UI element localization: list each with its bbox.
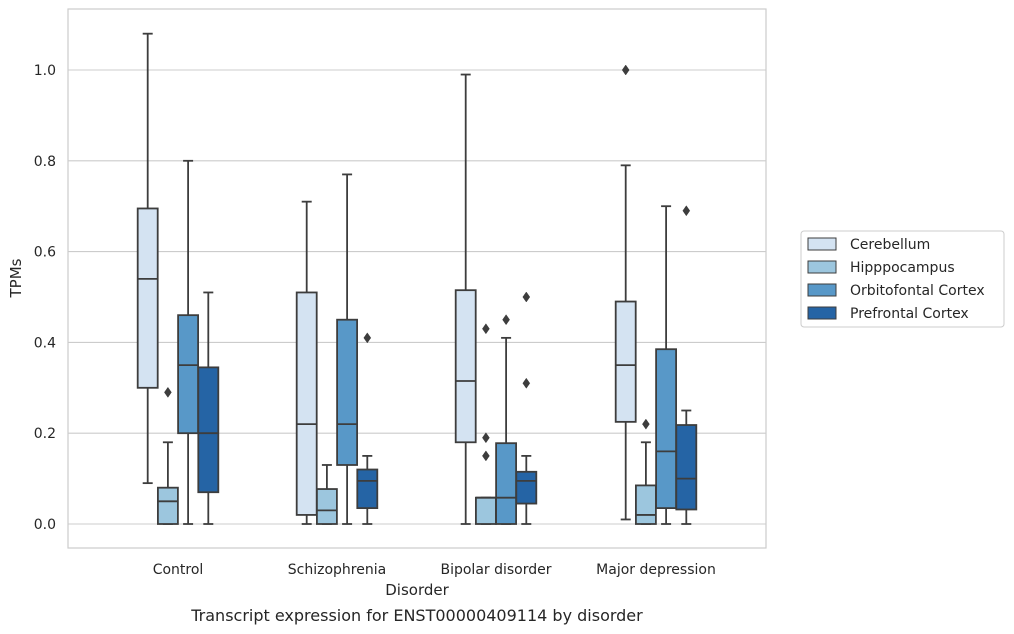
- box-iqr: [655, 348, 677, 510]
- box-prefrontal-cortex: [675, 205, 698, 525]
- y-tick-label: 0.6: [34, 245, 56, 261]
- box-iqr: [356, 468, 379, 510]
- x-tick-labels: Control Schizophrenia Bipolar disorder Majo…: [153, 562, 716, 578]
- box-iqr: [635, 484, 657, 525]
- y-tick-label: 0.4: [34, 335, 56, 351]
- outlier-point: [522, 291, 531, 303]
- legend-swatch: [807, 306, 837, 320]
- box-orbitofontal-cortex: [177, 159, 200, 525]
- box-iqr: [315, 488, 338, 525]
- x-tick-label: Major depression: [596, 562, 716, 578]
- box-cerebellum: [295, 200, 318, 525]
- box-orbitofontal-cortex: [495, 314, 518, 525]
- box-hipppocampus: [315, 464, 338, 525]
- x-tick-label: Bipolar disorder: [440, 562, 551, 578]
- y-tick-label: 1.0: [34, 63, 56, 79]
- x-axis-label: Disorder: [385, 581, 449, 599]
- legend-label: Orbitofontal Cortex: [850, 283, 985, 299]
- y-tick-label: 0.8: [34, 154, 56, 170]
- outlier-point: [502, 314, 510, 326]
- outlier-point: [682, 205, 691, 217]
- box-orbitofontal-cortex: [655, 205, 677, 525]
- y-tick-label: 0.2: [34, 426, 56, 442]
- legend-swatch: [807, 260, 837, 274]
- legend-label: Hipppocampus: [850, 260, 955, 276]
- box-groups: [136, 32, 698, 525]
- box-iqr: [197, 366, 220, 494]
- legend-swatch: [807, 283, 837, 297]
- outlier-point: [363, 332, 372, 344]
- box-iqr: [614, 300, 637, 423]
- y-axis-label: TPMs: [7, 258, 25, 298]
- legend-swatch: [807, 237, 837, 251]
- x-tick-label: Schizophrenia: [288, 562, 386, 578]
- box-iqr: [515, 470, 538, 505]
- outlier-point: [482, 323, 490, 335]
- box-iqr: [136, 207, 159, 389]
- box-prefrontal-cortex: [356, 332, 379, 525]
- outlier-point: [164, 386, 172, 398]
- y-tick-label: 0.0: [34, 517, 56, 533]
- box-cerebellum: [614, 64, 637, 521]
- box-orbitofontal-cortex: [336, 173, 359, 525]
- box-iqr: [295, 291, 318, 516]
- chart-caption: Transcript expression for ENST0000040911…: [190, 606, 643, 625]
- box-cerebellum: [136, 32, 159, 485]
- box-prefrontal-cortex: [197, 291, 220, 525]
- plot-frame: [67, 8, 767, 549]
- legend-label: Prefrontal Cortex: [850, 306, 969, 322]
- box-iqr: [156, 486, 179, 525]
- box-iqr: [336, 318, 359, 466]
- outlier-point: [642, 418, 650, 430]
- box-hipppocampus: [635, 418, 657, 525]
- outlier-point: [482, 432, 490, 444]
- box-iqr: [675, 424, 698, 511]
- x-tick-label: Control: [153, 562, 204, 578]
- outlier-point: [621, 64, 630, 76]
- legend-frame: [800, 230, 1005, 328]
- box-iqr: [454, 289, 477, 444]
- legend: Cerebellum Hipppocampus Orbitofontal Corte…: [800, 230, 1005, 328]
- legend-label: Cerebellum: [850, 237, 930, 253]
- box-cerebellum: [454, 73, 477, 525]
- outlier-point: [482, 450, 490, 462]
- box-iqr: [177, 314, 200, 435]
- box-iqr: [474, 496, 497, 525]
- box-hipppocampus: [474, 323, 497, 525]
- outlier-point: [522, 377, 531, 389]
- box-hipppocampus: [156, 386, 179, 525]
- y-tick-labels: 0.0 0.2 0.4 0.6 0.8 1.0: [34, 63, 56, 533]
- box-prefrontal-cortex: [515, 291, 538, 525]
- box-iqr: [495, 442, 518, 525]
